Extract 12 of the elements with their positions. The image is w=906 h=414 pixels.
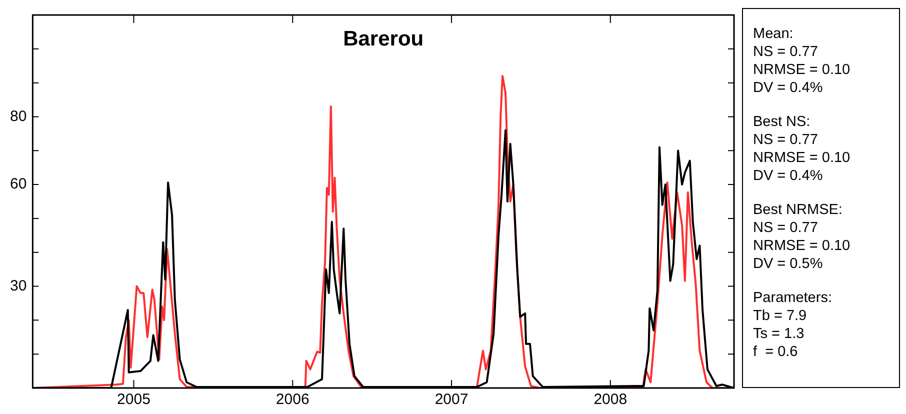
- y-tick-label: 30: [10, 277, 27, 294]
- x-tick-label: 2006: [276, 391, 310, 408]
- x-tick-label: 2008: [594, 391, 628, 408]
- text: Best NRMSE: NS = 0.77 NRMSE = 0.10 DV = 0.5%: [753, 201, 852, 273]
- text: Best NS: NS = 0.77 NRMSE = 0.10 DV = 0.4%: [753, 113, 852, 185]
- x-tick-label: 2005: [117, 391, 150, 408]
- text: Parameters: Tb = 7.9 Ts = 1.3 f = 0.6: [753, 289, 833, 361]
- x-tick-label: 2007: [434, 391, 468, 408]
- text: Mean: NS = 0.77 NRMSE = 0.10 DV = 0.4%: [753, 25, 852, 97]
- text: Barerou: [343, 27, 424, 50]
- y-tick-label: 60: [10, 176, 27, 193]
- y-tick-label: 80: [10, 108, 27, 125]
